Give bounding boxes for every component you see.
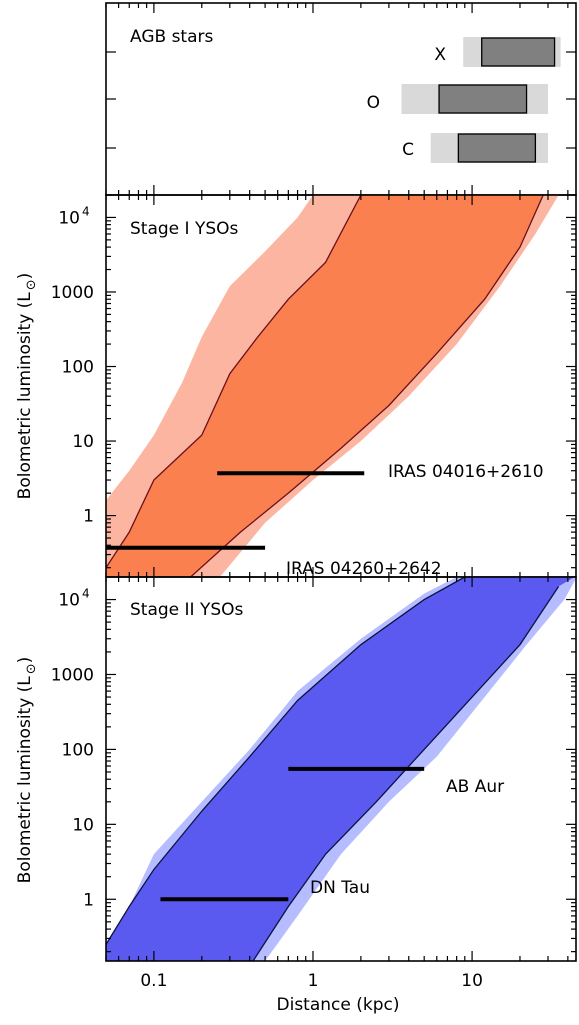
y-tick-label: 10 [72, 815, 94, 835]
y-tick-label: 1000 [51, 283, 94, 303]
agb-label-x: X [434, 45, 446, 65]
agb-inner-bar-o [438, 84, 528, 114]
sun-symbol-icon: ⊙ [24, 279, 39, 290]
y-tick-label: 10 [72, 432, 94, 452]
svg-text:Bolometric luminosity (L⊙): Bolometric luminosity (L⊙) [15, 273, 39, 500]
stage-two-inner-lower-edge [252, 586, 560, 961]
x-axis-title: Distance (kpc) [277, 995, 400, 1015]
stage-one-ylabel: Bolometric luminosity (L⊙) [15, 273, 39, 500]
stage-one-inner-lower-edge [190, 195, 544, 577]
x-tick-label: 10 [461, 971, 483, 991]
agb-inner-bar-c [457, 133, 537, 163]
y-tick-label: 10 [58, 208, 80, 228]
stage-two-inner-upper-edge [106, 577, 466, 945]
stage-two-panel-frame [105, 576, 577, 962]
agb-panel-title: AGB stars [130, 27, 213, 47]
y-tick-exponent: 4 [82, 204, 90, 218]
agb-inner-bar-x [481, 37, 556, 67]
y-tick-label: 1000 [51, 665, 94, 685]
panel-agb-stars: AGB stars X O C [105, 2, 577, 196]
y-tick-label: 1 [83, 890, 94, 910]
y-tick-label: 1 [83, 507, 94, 527]
y-tick-exponent: 4 [82, 587, 90, 601]
agb-label-c: C [402, 140, 414, 160]
agb-axis-ticks [105, 3, 576, 195]
stage-one-inner-band [106, 195, 576, 577]
x-tick-label: 1 [308, 971, 319, 991]
object-label-dn-tau: DN Tau [310, 878, 370, 898]
svg-text:Bolometric luminosity (L⊙): Bolometric luminosity (L⊙) [15, 657, 39, 884]
stage-two-ylabel-text: Bolometric luminosity (L [15, 676, 35, 884]
sun-symbol-icon: ⊙ [24, 663, 39, 674]
y-tick-label: 100 [62, 358, 94, 378]
stage-two-bands [106, 577, 576, 961]
stage-two-panel-title: Stage II YSOs [130, 600, 244, 620]
y-tick-label: 10 [58, 591, 80, 611]
y-tick-label: 100 [62, 740, 94, 760]
stage-one-bands [106, 195, 576, 577]
object-label-ab-aur: AB Aur [446, 777, 504, 797]
x-tick-label: 0.1 [140, 971, 167, 991]
object-label-iras04260: IRAS 04260+2642 [286, 559, 442, 579]
stage-one-ylabel-text: Bolometric luminosity (L [15, 292, 35, 500]
stage-one-panel-title: Stage I YSOs [130, 219, 239, 239]
agb-label-o: O [367, 93, 380, 113]
stage-two-ylabel: Bolometric luminosity (L⊙) [15, 657, 39, 884]
object-label-iras04016: IRAS 04016+2610 [388, 462, 544, 482]
stage-one-inner-upper-edge [106, 195, 362, 569]
agb-bar-group [401, 37, 561, 163]
